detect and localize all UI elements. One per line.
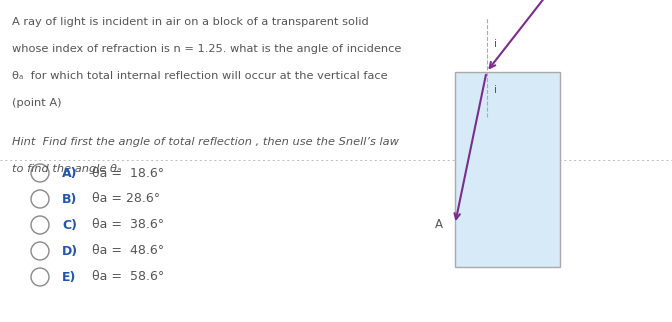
Text: E): E) [62, 270, 77, 283]
Text: θa =  38.6°: θa = 38.6° [92, 219, 164, 232]
Text: i: i [493, 39, 497, 49]
Text: θa =  58.6°: θa = 58.6° [92, 270, 164, 283]
Text: (point A): (point A) [12, 98, 62, 108]
Text: θa =  18.6°: θa = 18.6° [92, 166, 164, 179]
Text: B): B) [62, 193, 77, 205]
Text: whose index of refraction is n = 1.25. what is the angle of incidence: whose index of refraction is n = 1.25. w… [12, 44, 401, 54]
Text: θa =  48.6°: θa = 48.6° [92, 244, 164, 258]
Text: Hint  Find first the angle of total reflection , then use the Snell’s law: Hint Find first the angle of total refle… [12, 137, 399, 147]
Text: to find the angle θₐ: to find the angle θₐ [12, 164, 122, 174]
Text: A: A [435, 218, 443, 231]
Text: θa = 28.6°: θa = 28.6° [92, 193, 160, 205]
Text: A): A) [62, 166, 77, 179]
Text: D): D) [62, 244, 78, 258]
Text: C): C) [62, 219, 77, 232]
Bar [455, 72, 560, 267]
Text: A ray of light is incident in air on a block of a transparent solid: A ray of light is incident in air on a b… [12, 17, 369, 27]
Text: i: i [493, 85, 497, 95]
Text: θₐ  for which total internal reflection will occur at the vertical face: θₐ for which total internal reflection w… [12, 71, 388, 81]
